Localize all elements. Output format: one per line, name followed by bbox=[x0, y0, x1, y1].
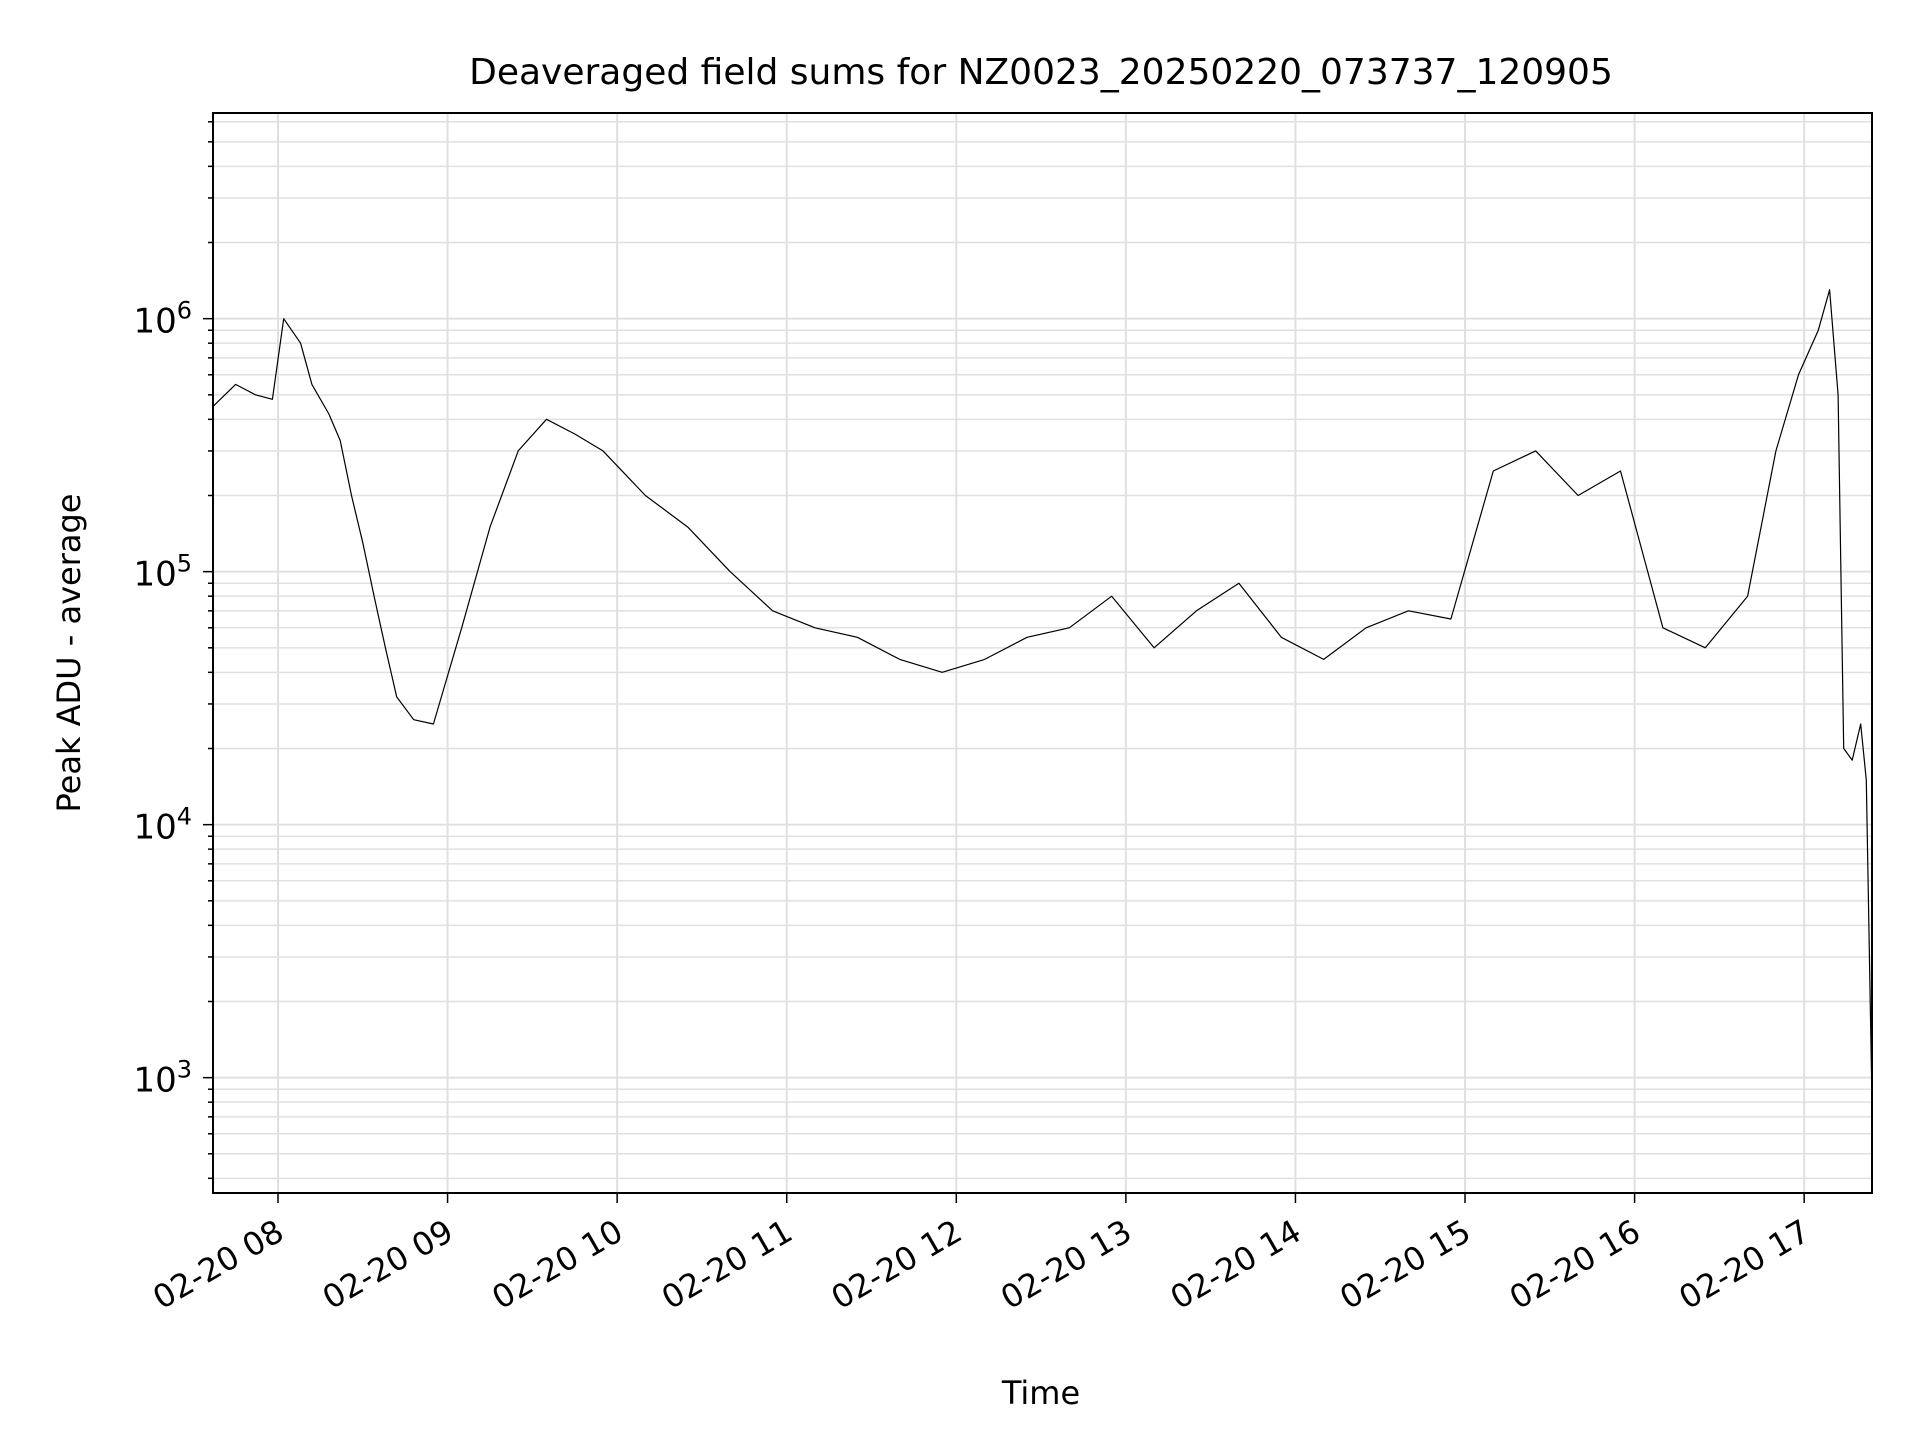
plot-area-frame bbox=[212, 112, 1873, 1194]
y-axis-ticks: 103 104 105 106 bbox=[133, 121, 213, 1180]
y-tick-label: 103 bbox=[133, 1056, 192, 1101]
y-tick-label: 105 bbox=[133, 550, 192, 595]
chart-title: Deaveraged field sums for NZ0023_2025022… bbox=[469, 52, 1613, 93]
y-tick-label: 106 bbox=[133, 297, 192, 342]
series-line bbox=[212, 289, 1873, 1103]
y-tick-label: 104 bbox=[133, 803, 192, 848]
x-axis-label: Time bbox=[1001, 1374, 1080, 1412]
grid-lines bbox=[213, 113, 1872, 1193]
y-axis-label: Peak ADU - average bbox=[50, 494, 88, 813]
